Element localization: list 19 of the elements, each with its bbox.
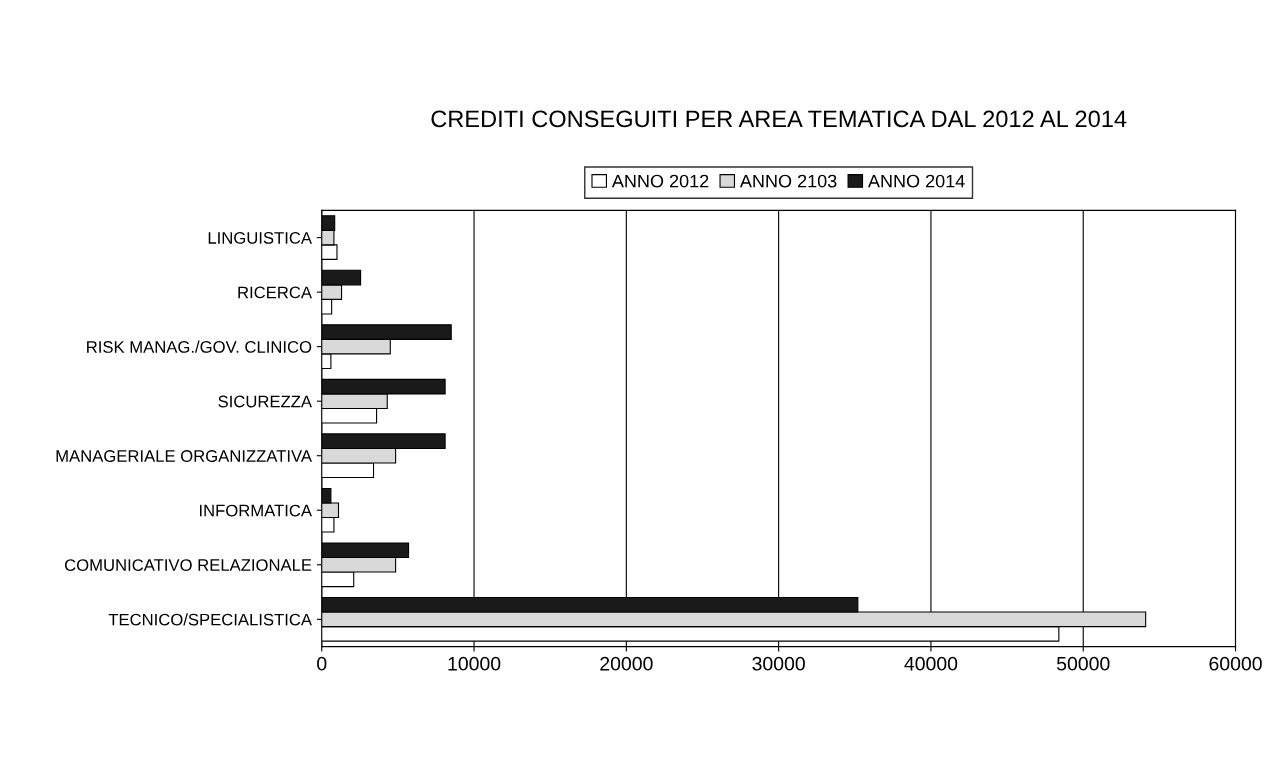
legend-label: ANNO 2014 xyxy=(867,174,965,188)
y-tick-label: RICERCA xyxy=(238,286,312,299)
x-tick-label: 40000 xyxy=(904,656,958,671)
chart-title: CREDITI CONSEGUITI PER AREA TEMATICA DAL 2012 AL 2014 xyxy=(431,110,1127,128)
legend-label: ANNO 2103 xyxy=(739,174,837,188)
x-tick-label: 20000 xyxy=(600,656,653,671)
y-tick-label: TECNICO/SPECIALISTICA xyxy=(108,613,312,626)
x-tick-label: 50000 xyxy=(1056,656,1110,671)
y-tick-label: LINGUISTICA xyxy=(208,232,312,244)
y-tick-label: RISK MANAG./GOV. CLINICO xyxy=(87,340,312,353)
x-tick-label: 30000 xyxy=(752,656,805,671)
legend-label: ANNO 2012 xyxy=(611,174,709,188)
x-tick-label: 0 xyxy=(317,656,327,671)
y-tick-label: MANAGERIALE ORGANIZZATIVA xyxy=(56,450,312,462)
y-tick-label: COMUNICATIVO RELAZIONALE xyxy=(64,559,312,571)
y-tick-label: SICUREZZA xyxy=(218,395,312,408)
x-tick-label: 10000 xyxy=(448,656,501,671)
y-tick-label: INFORMATICA xyxy=(199,504,312,517)
x-tick-label: 60000 xyxy=(1209,656,1262,671)
